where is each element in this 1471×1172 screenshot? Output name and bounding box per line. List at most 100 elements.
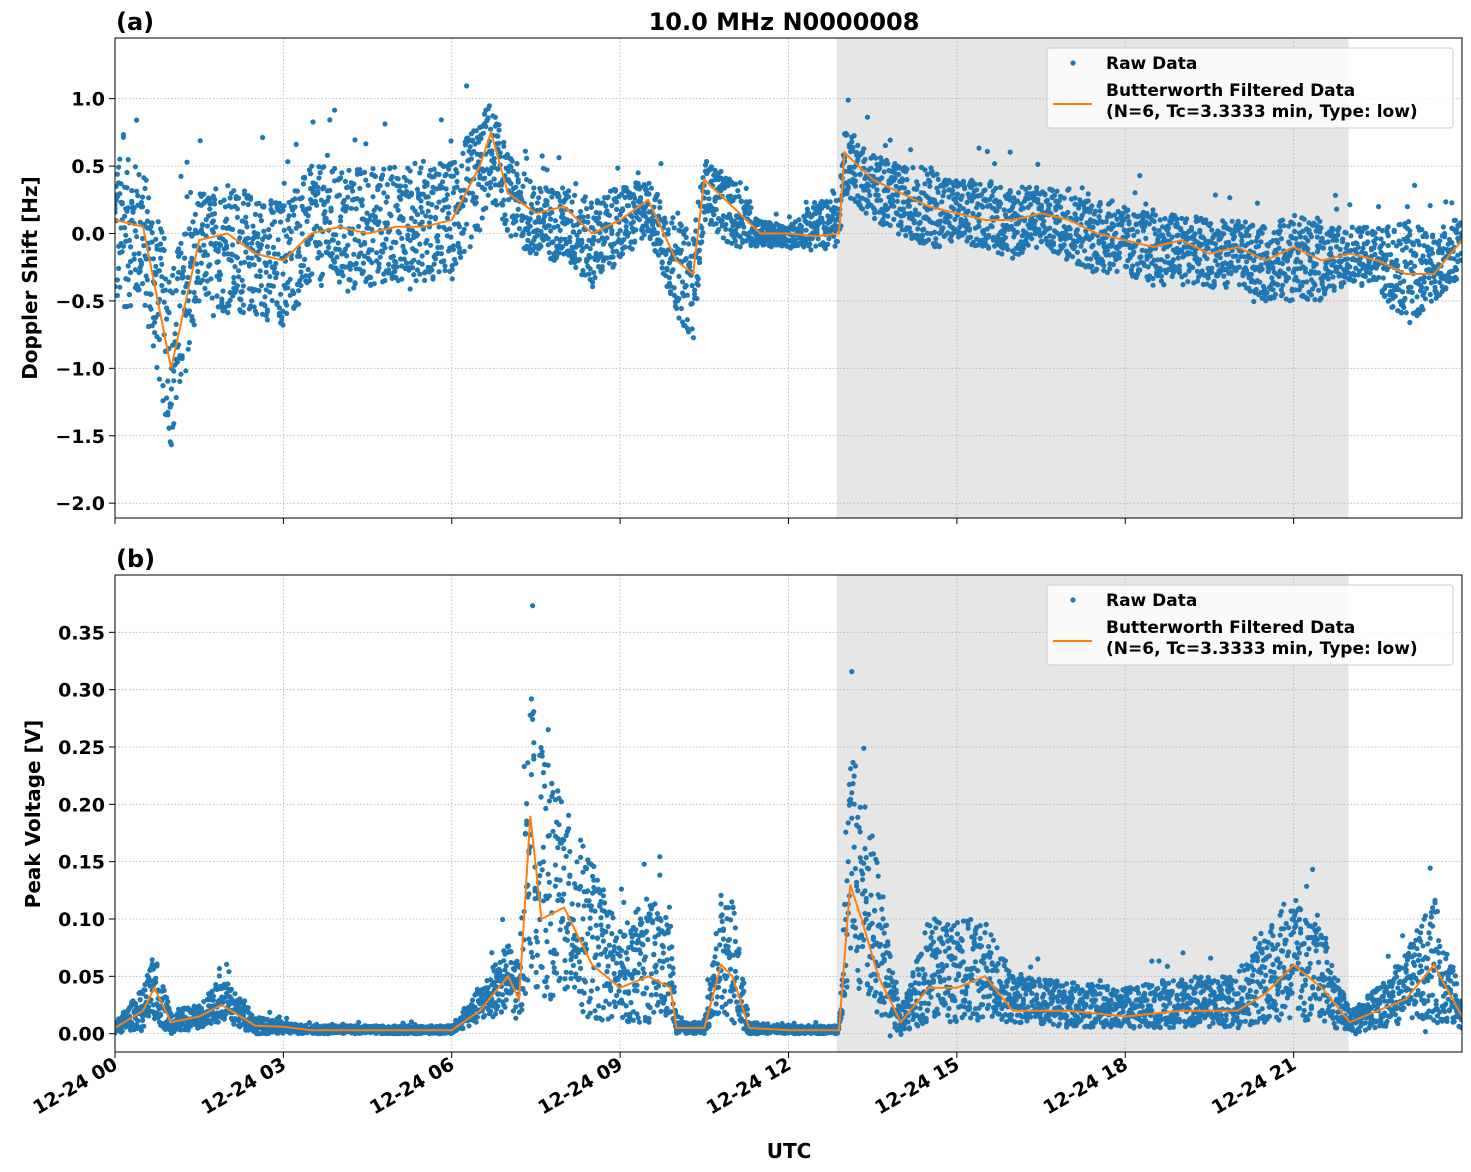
raw-data-point: [165, 999, 171, 1005]
raw-data-point: [1103, 252, 1109, 258]
raw-data-point: [171, 368, 177, 374]
raw-data-point: [251, 262, 257, 268]
raw-data-point: [418, 204, 424, 211]
raw-data-point: [513, 232, 519, 238]
raw-data-point: [452, 159, 458, 165]
raw-data-point: [984, 226, 991, 232]
raw-data-point: [1372, 241, 1378, 247]
raw-data-point: [804, 206, 811, 212]
raw-data-point: [264, 317, 270, 323]
raw-data-point: [434, 204, 440, 210]
raw-data-point: [407, 237, 413, 243]
raw-data-point: [713, 221, 719, 227]
raw-data-point: [898, 219, 904, 225]
raw-data-point: [549, 209, 555, 215]
raw-data-point: [658, 161, 664, 167]
raw-data-point: [1088, 256, 1094, 262]
raw-data-point: [330, 237, 336, 243]
raw-data-point: [980, 204, 986, 210]
raw-data-point: [887, 137, 893, 143]
raw-data-point: [1018, 201, 1024, 207]
raw-data-point: [1385, 243, 1391, 249]
raw-data-point: [1209, 227, 1215, 233]
raw-data-point: [1089, 263, 1095, 269]
raw-data-point: [419, 261, 425, 267]
raw-data-point: [892, 161, 898, 167]
raw-data-point: [585, 219, 591, 225]
raw-data-point: [686, 241, 692, 247]
raw-data-point: [140, 235, 146, 242]
raw-data-point: [1427, 291, 1433, 298]
raw-data-point: [1156, 228, 1162, 234]
raw-data-point: [1305, 296, 1311, 302]
raw-data-point: [227, 297, 233, 303]
raw-data-point: [184, 281, 190, 287]
raw-data-point: [1179, 215, 1185, 221]
raw-data-point: [407, 179, 413, 185]
raw-data-point: [658, 239, 664, 245]
raw-data-point: [395, 176, 401, 182]
raw-data-point: [425, 194, 431, 200]
raw-data-point: [1408, 248, 1414, 254]
raw-data-point: [796, 217, 802, 223]
raw-data-point: [362, 169, 368, 175]
raw-data-point: [284, 302, 290, 308]
raw-data-point: [1298, 259, 1304, 265]
raw-data-point: [1028, 232, 1034, 238]
raw-data-point: [1228, 269, 1234, 276]
raw-data-point: [219, 301, 225, 308]
raw-data-point: [443, 186, 449, 192]
raw-data-point: [220, 288, 226, 294]
raw-data-point: [654, 230, 661, 236]
raw-data-point: [852, 183, 859, 189]
raw-data-point: [1394, 257, 1400, 263]
raw-data-point: [870, 183, 877, 189]
raw-data-point: [969, 198, 975, 204]
raw-data-point: [1348, 233, 1354, 239]
raw-data-point: [1390, 304, 1396, 310]
raw-data-point: [172, 331, 178, 337]
raw-data-point: [683, 234, 689, 240]
raw-data-point: [1026, 184, 1032, 190]
raw-data-point: [204, 223, 210, 229]
raw-data-point: [156, 336, 162, 343]
raw-data-point: [488, 185, 494, 191]
raw-data-point: [964, 199, 970, 205]
raw-data-point: [118, 181, 124, 187]
raw-data-point: [1109, 198, 1115, 204]
raw-data-point: [556, 155, 562, 161]
raw-data-point: [495, 133, 501, 139]
raw-data-point: [735, 188, 741, 194]
raw-data-point: [1334, 237, 1340, 243]
raw-data-point: [352, 137, 358, 143]
raw-data-point: [115, 292, 120, 299]
raw-data-point: [1365, 239, 1371, 245]
raw-data-point: [196, 298, 202, 304]
raw-data-point: [933, 236, 939, 242]
raw-data-point: [1277, 228, 1283, 234]
raw-data-point: [288, 256, 294, 262]
raw-data-point: [620, 206, 626, 212]
raw-data-point: [1162, 216, 1168, 222]
raw-data-point: [1004, 215, 1010, 221]
raw-data-point: [1416, 242, 1422, 248]
raw-data-point: [1437, 238, 1443, 244]
raw-data-point: [1214, 246, 1220, 252]
raw-data-point: [234, 283, 240, 289]
raw-data-point: [494, 202, 500, 208]
raw-data-point: [1424, 234, 1430, 240]
raw-data-point: [1101, 263, 1107, 269]
raw-data-point: [488, 169, 494, 175]
raw-data-point: [1262, 225, 1268, 231]
raw-data-point: [1158, 273, 1164, 279]
raw-data-point: [1079, 185, 1085, 191]
raw-data-point: [324, 152, 330, 158]
raw-data-point: [202, 285, 208, 292]
raw-data-point: [135, 193, 141, 199]
raw-data-point: [670, 267, 676, 273]
raw-data-point: [1407, 228, 1413, 234]
raw-data-point: [234, 206, 240, 212]
raw-data-point: [1250, 222, 1256, 228]
raw-data-point: [287, 236, 293, 242]
